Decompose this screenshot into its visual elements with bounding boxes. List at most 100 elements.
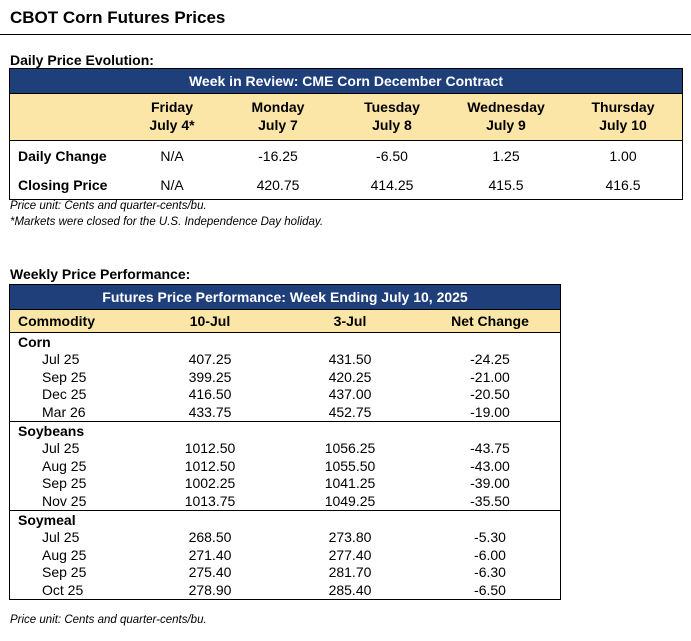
- cell: 1012.50: [184, 440, 236, 456]
- cell: -19.00: [470, 403, 510, 420]
- daily-change-row: Daily Change N/A -16.25 -6.50 1.25 1.00: [10, 141, 682, 170]
- cell: Jul 25: [42, 440, 80, 456]
- cell: 1013.75: [184, 492, 236, 509]
- cell: -21.00: [470, 368, 510, 385]
- cell: -20.50: [470, 386, 510, 402]
- cell: -6.50: [474, 581, 506, 598]
- cell: 1055.50: [324, 457, 376, 474]
- cell: 420.75: [256, 176, 300, 193]
- header-net-change: Net Change: [451, 313, 529, 329]
- weekly-table-banner: Futures Price Performance: Week Ending J…: [10, 285, 560, 309]
- contract-row: Jul 25 268.50 273.80 -5.30: [10, 529, 560, 547]
- cell: 1.25: [492, 147, 520, 164]
- cell: -39.00: [470, 475, 510, 491]
- contract-row: Aug 25 271.40 277.40 -6.00: [10, 547, 560, 565]
- cell: 1056.25: [324, 440, 376, 456]
- contract-row: Mar 26 433.75 452.75 -19.00: [10, 404, 560, 422]
- header-day: Monday July 7: [251, 99, 305, 133]
- cell: -35.50: [470, 492, 510, 509]
- price-unit-note: Price unit: Cents and quarter-cents/bu.: [10, 200, 207, 212]
- group-name: Soymeal: [18, 512, 76, 528]
- cell: Aug 25: [42, 457, 87, 474]
- group-name: Corn: [18, 334, 51, 350]
- cell: Mar 26: [42, 403, 86, 420]
- cell: 407.25: [188, 351, 232, 367]
- cell: 420.25: [328, 368, 372, 385]
- header-day: Friday July 4*: [149, 99, 195, 133]
- page-title: CBOT Corn Futures Prices: [10, 8, 226, 27]
- cell: 416.5: [605, 176, 641, 193]
- row-label: Closing Price: [18, 176, 108, 193]
- cell: Oct 25: [42, 581, 84, 598]
- cell: 437.00: [328, 386, 372, 402]
- group-name: Soybeans: [18, 423, 85, 439]
- daily-table-header: Friday July 4* Monday July 7 Tuesday July 8…: [10, 93, 682, 141]
- cell: -16.25: [258, 147, 298, 164]
- header-3-jul: 3-Jul: [333, 313, 367, 329]
- cell: N/A: [160, 176, 184, 193]
- daily-section-label: Daily Price Evolution:: [10, 52, 154, 68]
- contract-row: Jul 25 1012.50 1056.25 -43.75: [10, 440, 560, 458]
- cell: 1049.25: [324, 492, 376, 509]
- commodity-group: Soybeans Jul 25 1012.50 1056.25 -43.75 Aug 25…: [10, 421, 560, 510]
- cell: 1012.50: [184, 457, 236, 474]
- weekly-performance-table: Futures Price Performance: Week Ending J…: [9, 284, 561, 600]
- cell: 271.40: [188, 546, 232, 563]
- cell: 275.40: [188, 564, 232, 580]
- cell: 415.5: [488, 176, 524, 193]
- cell: -6.00: [474, 546, 506, 563]
- header-10-jul: 10-Jul: [189, 313, 231, 329]
- cell: 281.70: [328, 564, 372, 580]
- cell: Sep 25: [42, 475, 87, 491]
- commodity-group: Corn Jul 25 407.25 431.50 -24.25 Sep 25 399.25…: [10, 333, 560, 421]
- cell: 285.40: [328, 581, 372, 598]
- cell: 416.50: [188, 386, 232, 402]
- header-day: Tuesday July 8: [364, 99, 420, 133]
- holiday-note: *Markets were closed for the U.S. Indepe…: [10, 216, 324, 228]
- header-spacer: [10, 94, 124, 140]
- header-day: Wednesday July 9: [467, 99, 545, 133]
- cell: 431.50: [328, 351, 372, 367]
- cell: 414.25: [370, 176, 414, 193]
- contract-row: Sep 25 399.25 420.25 -21.00: [10, 369, 560, 387]
- cell: -24.25: [470, 351, 510, 367]
- cell: 278.90: [188, 581, 232, 598]
- commodity-groups: Corn Jul 25 407.25 431.50 -24.25 Sep 25 399.25…: [10, 333, 560, 599]
- cell: 268.50: [188, 529, 232, 545]
- contract-row: Oct 25 278.90 285.40 -6.50: [10, 582, 560, 600]
- contract-row: Dec 25 416.50 437.00 -20.50: [10, 386, 560, 404]
- contract-row: Jul 25 407.25 431.50 -24.25: [10, 351, 560, 369]
- cell: 1041.25: [324, 475, 376, 491]
- cell: Jul 25: [42, 351, 80, 367]
- cell: N/A: [160, 147, 184, 164]
- contract-row: Nov 25 1013.75 1049.25 -35.50: [10, 493, 560, 511]
- weekly-price-unit-note: Price unit: Cents and quarter-cents/bu.: [10, 614, 207, 626]
- cell: 1.00: [609, 147, 637, 164]
- cell: -43.00: [470, 457, 510, 474]
- contract-row: Sep 25 275.40 281.70 -6.30: [10, 564, 560, 582]
- contract-row: Sep 25 1002.25 1041.25 -39.00: [10, 475, 560, 493]
- cell: Dec 25: [42, 386, 87, 402]
- daily-table-banner: Week in Review: CME Corn December Contra…: [10, 69, 682, 93]
- cell: -43.75: [470, 440, 510, 456]
- header-day: Thursday July 10: [591, 99, 655, 133]
- cell: -6.30: [474, 564, 506, 580]
- cell: Aug 25: [42, 546, 87, 563]
- cell: 273.80: [328, 529, 372, 545]
- cell: 452.75: [328, 403, 372, 420]
- daily-price-table: Week in Review: CME Corn December Contra…: [9, 68, 683, 200]
- cell: Sep 25: [42, 368, 87, 385]
- header-commodity: Commodity: [18, 313, 95, 329]
- cell: 399.25: [188, 368, 232, 385]
- cell: -5.30: [474, 529, 506, 545]
- commodity-group: Soymeal Jul 25 268.50 273.80 -5.30 Aug 25 271.…: [10, 510, 560, 599]
- cell: -6.50: [376, 147, 408, 164]
- weekly-table-header: Commodity 10-Jul 3-Jul Net Change: [10, 309, 560, 333]
- title-divider: [0, 34, 691, 35]
- row-label: Daily Change: [18, 147, 107, 164]
- weekly-section-label: Weekly Price Performance:: [10, 266, 191, 282]
- cell: Nov 25: [42, 492, 87, 509]
- cell: 277.40: [328, 546, 372, 563]
- cell: Jul 25: [42, 529, 80, 545]
- cell: 433.75: [188, 403, 232, 420]
